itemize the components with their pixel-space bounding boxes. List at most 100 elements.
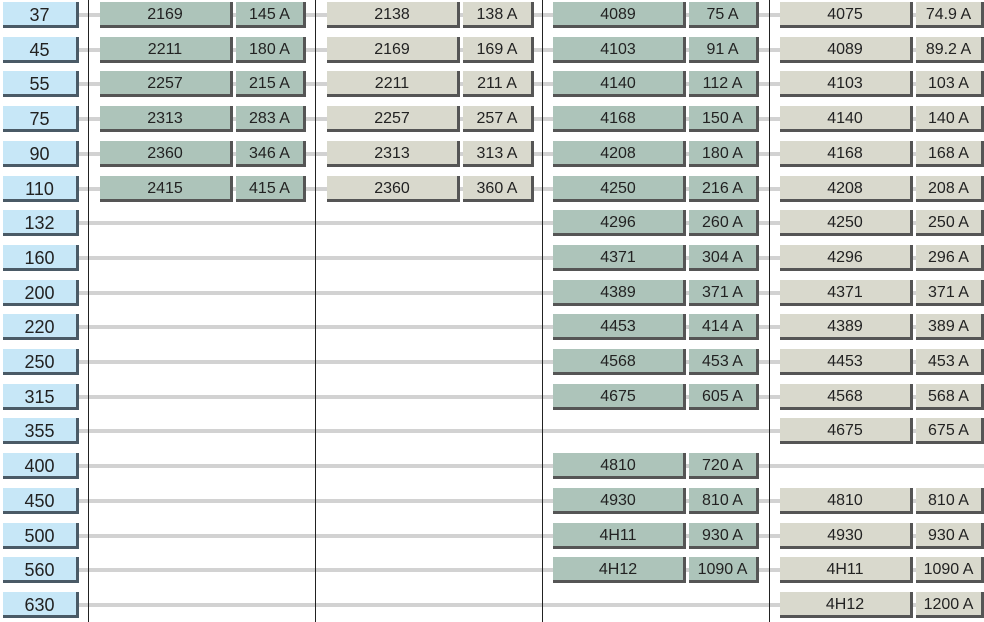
type-code-cell: 4389 — [780, 314, 913, 341]
type-code-cell: 2313 — [327, 140, 460, 167]
current-cell: 675 A — [916, 418, 984, 445]
current-cell: 414 A — [689, 314, 759, 341]
type-code-cell: 4H11 — [553, 522, 686, 549]
current-cell: 138 A — [463, 2, 534, 28]
rating-cell: 55 — [3, 71, 79, 98]
row-connector-line — [77, 429, 984, 434]
current-cell: 89.2 A — [916, 36, 984, 63]
current-cell: 75 A — [689, 2, 759, 28]
current-cell: 250 A — [916, 210, 984, 237]
current-cell: 1090 A — [689, 557, 759, 584]
current-cell: 313 A — [463, 140, 534, 167]
current-cell: 216 A — [689, 175, 759, 202]
current-cell: 211 A — [463, 71, 534, 98]
rating-cell: 132 — [3, 210, 79, 237]
current-cell: 371 A — [689, 279, 759, 306]
type-code-cell: 4H12 — [553, 557, 686, 584]
rating-cell: 90 — [3, 140, 79, 167]
type-code-cell: 4075 — [780, 2, 913, 28]
current-cell: 150 A — [689, 106, 759, 133]
type-code-cell: 4371 — [780, 279, 913, 306]
type-code-cell: 4453 — [553, 314, 686, 341]
current-cell: 568 A — [916, 383, 984, 410]
current-cell: 389 A — [916, 314, 984, 341]
column-divider — [769, 0, 770, 622]
type-code-cell: 2257 — [100, 71, 233, 98]
current-cell: 168 A — [916, 140, 984, 167]
row-connector-line — [77, 568, 984, 573]
column-divider — [88, 0, 89, 622]
type-code-cell: 4371 — [553, 244, 686, 271]
type-code-cell: 2360 — [327, 175, 460, 202]
rating-cell: 45 — [3, 36, 79, 63]
type-code-cell: 4675 — [780, 418, 913, 445]
current-cell: 208 A — [916, 175, 984, 202]
rating-cell: 160 — [3, 244, 79, 271]
rating-cell: 400 — [3, 453, 79, 480]
type-code-cell: 4810 — [780, 487, 913, 514]
current-cell: 810 A — [916, 487, 984, 514]
row-connector-line — [77, 221, 984, 226]
current-cell: 346 A — [236, 140, 306, 167]
current-cell: 140 A — [916, 106, 984, 133]
type-code-cell: 4140 — [553, 71, 686, 98]
type-code-cell: 2257 — [327, 106, 460, 133]
rating-cell: 450 — [3, 487, 79, 514]
type-code-cell: 2313 — [100, 106, 233, 133]
current-cell: 296 A — [916, 244, 984, 271]
type-code-cell: 2211 — [327, 71, 460, 98]
type-code-cell: 4089 — [780, 36, 913, 63]
current-cell: 215 A — [236, 71, 306, 98]
type-code-cell: 2415 — [100, 175, 233, 202]
current-cell: 720 A — [689, 453, 759, 480]
current-cell: 605 A — [689, 383, 759, 410]
current-cell: 180 A — [236, 36, 306, 63]
current-cell: 371 A — [916, 279, 984, 306]
rating-cell: 315 — [3, 383, 79, 410]
type-code-cell: 2169 — [100, 2, 233, 28]
row-connector-line — [77, 498, 984, 503]
current-cell: 91 A — [689, 36, 759, 63]
row-connector-line — [77, 394, 984, 399]
type-code-cell: 4208 — [780, 175, 913, 202]
rating-cell: 630 — [3, 591, 79, 618]
current-cell: 415 A — [236, 175, 306, 202]
type-code-cell: 4453 — [780, 349, 913, 375]
rating-cell: 200 — [3, 279, 79, 306]
type-code-cell: 4568 — [553, 349, 686, 375]
current-cell: 1200 A — [916, 591, 984, 618]
type-code-cell: 2211 — [100, 36, 233, 63]
type-code-cell: 4930 — [553, 487, 686, 514]
type-code-cell: 4140 — [780, 106, 913, 133]
current-cell: 453 A — [689, 349, 759, 375]
current-cell: 180 A — [689, 140, 759, 167]
current-cell: 453 A — [916, 349, 984, 375]
type-code-cell: 4168 — [780, 140, 913, 167]
type-code-cell: 2138 — [327, 2, 460, 28]
current-cell: 930 A — [689, 522, 759, 549]
column-divider — [542, 0, 543, 622]
type-code-cell: 4250 — [553, 175, 686, 202]
rating-cell: 110 — [3, 175, 79, 202]
type-code-cell: 4296 — [780, 244, 913, 271]
current-cell: 810 A — [689, 487, 759, 514]
type-code-cell: 4103 — [780, 71, 913, 98]
type-code-cell: 4208 — [553, 140, 686, 167]
rating-cell: 355 — [3, 418, 79, 445]
row-connector-line — [77, 533, 984, 538]
type-code-cell: 4810 — [553, 453, 686, 480]
current-cell: 112 A — [689, 71, 759, 98]
row-connector-line — [77, 255, 984, 260]
rating-cell: 500 — [3, 522, 79, 549]
type-code-cell: 4H12 — [780, 591, 913, 618]
row-connector-line — [77, 602, 984, 607]
current-cell: 103 A — [916, 71, 984, 98]
type-code-cell: 4389 — [553, 279, 686, 306]
type-code-cell: 4250 — [780, 210, 913, 237]
type-code-cell: 4296 — [553, 210, 686, 237]
current-cell: 260 A — [689, 210, 759, 237]
type-code-cell: 4568 — [780, 383, 913, 410]
type-code-cell: 2169 — [327, 36, 460, 63]
current-cell: 930 A — [916, 522, 984, 549]
current-cell: 145 A — [236, 2, 306, 28]
